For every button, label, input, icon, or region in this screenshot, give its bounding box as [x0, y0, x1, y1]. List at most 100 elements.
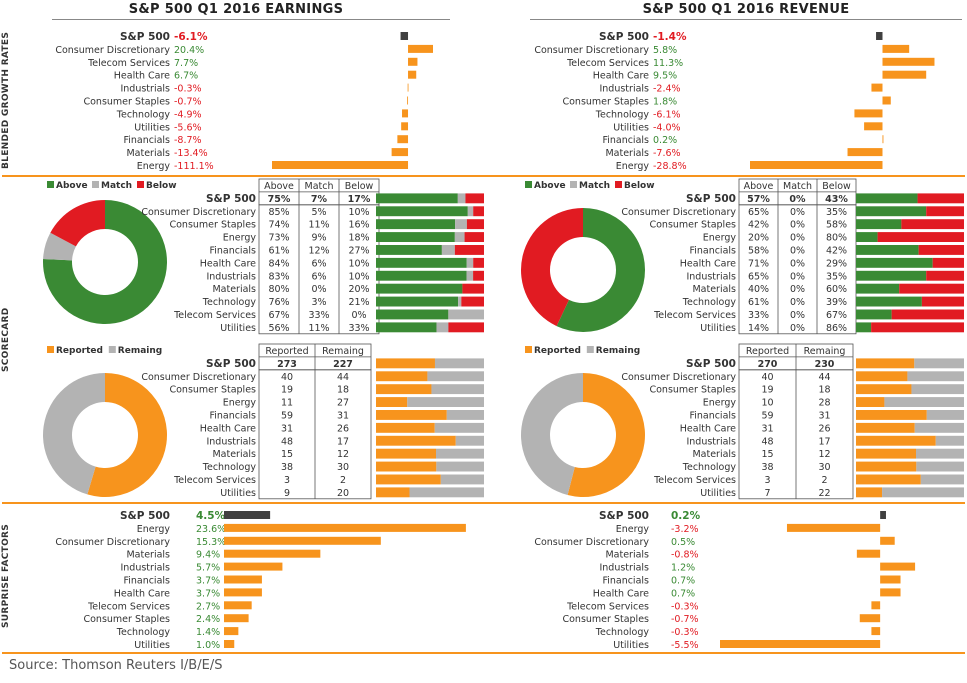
category-label-utilities: Utilities	[134, 122, 170, 133]
bar-energy	[786, 523, 881, 532]
value-label-utilities: -4.0%	[653, 122, 681, 133]
row-label-technology: Technology	[682, 462, 737, 473]
cell-industrials-above: 65%	[748, 271, 769, 282]
cell-technology-above: 61%	[748, 297, 769, 308]
category-label-sandp-500: S&P 500	[599, 510, 649, 522]
segment-materials-reported	[376, 448, 436, 459]
donut-slice-reported	[567, 373, 645, 497]
row-label-technology: Technology	[682, 297, 737, 308]
cell-financials-remaing: 31	[818, 411, 830, 422]
cell-health-care-remaing: 26	[337, 423, 349, 434]
cell-utilities-match: 0%	[790, 323, 805, 334]
segment-consumer-discretionary-above	[376, 206, 468, 217]
bar-materials	[391, 148, 409, 157]
cell-energy-below: 18%	[348, 233, 369, 244]
segment-energy-remaing	[884, 397, 964, 407]
bar-consumer-staples	[859, 614, 881, 623]
cell-consumer-discretionary-below: 35%	[826, 207, 847, 218]
cell-health-care-above: 71%	[748, 258, 769, 269]
earnings-title-rule	[52, 19, 450, 20]
category-label-materials: Materials	[605, 148, 649, 159]
bar-sandp-500	[400, 32, 409, 40]
legend-label-above: Above	[534, 181, 566, 191]
cell-materials-remaing: 12	[818, 449, 830, 460]
segment-utilities-reported	[376, 487, 410, 498]
earnings-surprise-chart: S&P 500 4.5% Energy 23.6% Consumer Discretio…	[55, 510, 466, 651]
value-label-consumer-discretionary: 5.8%	[653, 45, 677, 56]
segment-consumer-discretionary-below	[926, 206, 964, 217]
cell-health-care-match: 0%	[790, 258, 805, 269]
row-label-utilities: Utilities	[220, 323, 256, 334]
segment-consumer-staples-below	[466, 219, 484, 230]
segment-financials-remaing	[926, 410, 964, 420]
cell-health-care-below: 10%	[348, 258, 369, 269]
legend-label-remaing: Remaing	[596, 346, 640, 356]
cell-materials-below: 20%	[348, 284, 369, 295]
bar-materials	[847, 148, 883, 157]
value-label-technology: -6.1%	[653, 109, 681, 120]
segment-consumer-staples-above	[856, 219, 902, 230]
segment-materials-above	[856, 283, 900, 294]
legend-label-above: Above	[56, 181, 88, 191]
bar-health-care	[882, 70, 927, 79]
cell-telecom-services-reported: 3	[764, 475, 770, 486]
value-label-technology: -0.3%	[671, 627, 699, 638]
cell-health-care-below: 29%	[826, 258, 847, 269]
cell-financials-below: 42%	[826, 246, 847, 257]
segment-consumer-staples-reported	[856, 384, 912, 395]
cell-energy-match: 9%	[311, 233, 326, 244]
column-header-above: Above	[264, 181, 294, 192]
category-label-consumer-discretionary: Consumer Discretionary	[55, 45, 170, 56]
cell-consumer-discretionary-remaing: 44	[818, 372, 830, 383]
segment-industrials-below	[473, 270, 484, 281]
value-label-consumer-staples: 2.4%	[196, 614, 220, 625]
value-label-consumer-discretionary: 20.4%	[174, 45, 204, 56]
donut-slice-below	[50, 200, 105, 247]
segment-materials-remaing	[916, 448, 964, 459]
value-label-telecom-services: 2.7%	[196, 601, 220, 612]
segment-financials-reported	[856, 410, 927, 420]
category-label-utilities: Utilities	[613, 640, 649, 651]
value-label-industrials: 1.2%	[671, 563, 695, 574]
cell-industrials-reported: 48	[281, 436, 293, 447]
segment-consumer-discretionary-remaing	[427, 371, 484, 382]
segment-industrials-reported	[376, 435, 456, 446]
row-label-technology: Technology	[202, 462, 257, 473]
cell-sandp-500-reported: 270	[758, 359, 778, 370]
row-label-materials: Materials	[692, 284, 736, 295]
cell-consumer-discretionary-reported: 40	[761, 372, 773, 383]
cell-technology-match: 0%	[790, 297, 805, 308]
cell-financials-above: 58%	[748, 246, 769, 257]
segment-consumer-staples-above	[376, 219, 456, 230]
legend-label-reported: Reported	[534, 346, 581, 356]
donut-slice-remaing	[521, 373, 583, 496]
category-label-telecom-services: Telecom Services	[566, 58, 649, 69]
cell-financials-reported: 59	[761, 411, 773, 422]
cell-materials-below: 60%	[826, 284, 847, 295]
earnings-growth-chart: S&P 500 -6.1% Consumer Discretionary 20.4% T…	[55, 31, 434, 172]
segment-telecom-services-remaing	[440, 474, 484, 485]
segment-sandp-500-above	[856, 193, 918, 204]
cell-consumer-staples-remaing: 18	[337, 385, 349, 396]
cell-financials-below: 27%	[348, 246, 369, 257]
donut-slice-match	[43, 232, 76, 261]
column-header-above: Above	[744, 181, 774, 192]
value-label-utilities: 1.0%	[196, 640, 220, 651]
segment-utilities-remaing	[409, 487, 484, 498]
legend-swatch-below	[615, 181, 622, 188]
segment-sandp-500-remaing	[914, 358, 964, 369]
row-label-industrials: Industrials	[686, 436, 736, 447]
legend-swatch-match	[570, 181, 577, 188]
segment-technology-below	[921, 296, 964, 307]
segment-health-care-above	[376, 257, 467, 268]
bar-telecom-services	[882, 57, 935, 66]
segment-sandp-500-remaing	[434, 358, 484, 369]
category-label-utilities: Utilities	[134, 640, 170, 651]
category-label-energy: Energy	[137, 524, 171, 535]
bar-industrials	[407, 83, 409, 92]
table-body-box	[258, 204, 380, 335]
row-label-telecom-services: Telecom Services	[653, 310, 736, 321]
legend-swatch-below	[137, 181, 144, 188]
segment-industrials-match	[466, 270, 474, 281]
category-label-consumer-discretionary: Consumer Discretionary	[55, 537, 170, 548]
